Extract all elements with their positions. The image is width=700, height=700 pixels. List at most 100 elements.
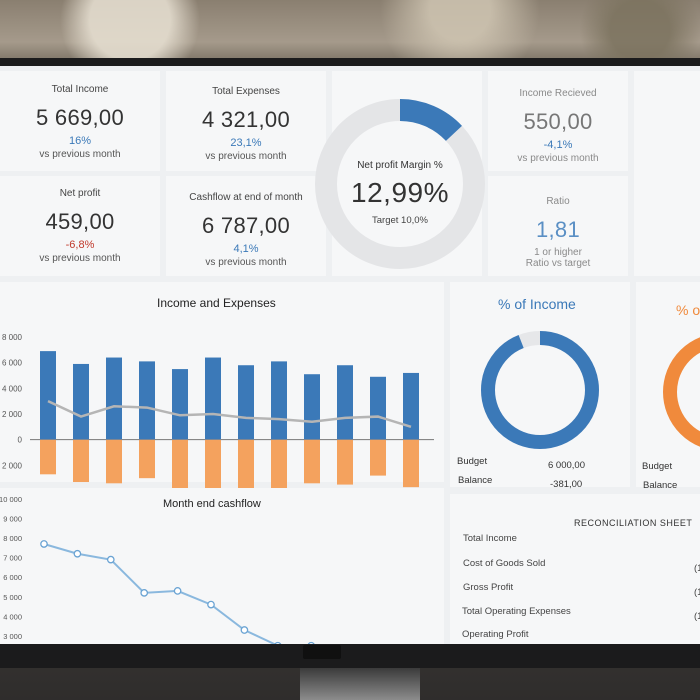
y-tick-label: 4 000	[3, 612, 22, 621]
percent-income-title: % of Income	[498, 296, 576, 312]
y-tick-label: 9 000	[3, 515, 22, 524]
y-tick-label: 8 000	[3, 534, 22, 543]
kpi-cashflow: Cashflow at end of month 6 787,00 4,1% v…	[166, 192, 326, 268]
kpi-change: 16%	[68, 135, 92, 147]
expense-bar	[40, 439, 56, 475]
gauge-target: Target 10,0%	[372, 215, 428, 226]
expense-bar	[271, 439, 287, 494]
cashflow-line	[43, 543, 277, 644]
kpi-total-income: Total Income 5 669,00 16% vs previous mo…	[0, 84, 160, 160]
balance-value: -381,00	[550, 479, 583, 490]
kpi-sub: Ratio vs target	[525, 258, 591, 269]
percent-income-donut	[481, 331, 599, 449]
recon-value: (1	[694, 563, 700, 574]
kpi-ratio: Ratio 1,81 1 or higher Ratio vs target	[488, 196, 628, 269]
reconciliation-title: RECONCILIATION SHEET	[574, 518, 693, 528]
kpi-value: 550,00	[523, 109, 593, 134]
reconciliation-card	[450, 494, 700, 644]
kpi-card-total-income	[0, 71, 160, 171]
cashflow-point	[73, 549, 82, 558]
kpi-sub: vs previous month	[205, 151, 287, 162]
y-tick-label: 2 000	[2, 410, 23, 419]
kpi-change: 23,1%	[230, 137, 262, 149]
expense-bar	[337, 439, 353, 485]
expense-bar	[370, 439, 386, 476]
monitor-stand	[300, 668, 420, 700]
gauge-value: 12,99%	[351, 177, 449, 208]
kpi-value: 5 669,00	[35, 105, 125, 130]
income-bar	[205, 357, 221, 440]
cashflow-point	[240, 626, 249, 634]
cashflow-point	[106, 555, 115, 564]
kpi-sub: vs previous month	[205, 257, 287, 268]
budget-label: Budget	[457, 456, 488, 467]
cashflow-card	[0, 488, 444, 644]
recon-value: (1	[694, 611, 700, 622]
recon-item: Gross Profit	[463, 582, 514, 593]
kpi-sub: vs previous month	[517, 153, 599, 164]
recon-value: (1	[694, 587, 700, 598]
donut-fill	[663, 337, 700, 447]
recon-item: Operating Profit	[462, 629, 529, 640]
kpi-label: Cashflow at end of month	[189, 192, 303, 203]
kpi-value: 459,00	[45, 209, 115, 234]
kpi-card-total-expenses	[166, 71, 326, 171]
recon-item: Total Income	[463, 533, 517, 544]
income-bar	[106, 357, 122, 440]
y-tick-label: 8 000	[2, 333, 23, 342]
income-bar	[40, 351, 56, 440]
kpi-sub: 1 or higher	[534, 247, 582, 258]
y-tick-label: 7 000	[3, 554, 22, 563]
monitor-frame: Total Income 5 669,00 16% vs previous mo…	[0, 58, 700, 668]
expense-bar	[205, 439, 221, 495]
y-tick-label: 3 000	[3, 632, 22, 641]
percent-other-title: % o	[676, 302, 700, 318]
kpi-label: Total Expenses	[212, 86, 280, 97]
kpi-card-cashflow	[166, 176, 326, 276]
income-bar	[172, 369, 188, 440]
kpi-value: 6 787,00	[201, 213, 291, 238]
kpi-value: 1,81	[535, 217, 581, 242]
kpi-change: -4,1%	[543, 139, 573, 151]
y-tick-label: - 2 000	[0, 461, 23, 470]
net-profit-gauge	[315, 99, 485, 269]
income-bar	[304, 374, 320, 440]
expense-bar	[238, 439, 254, 490]
cashflow-point	[274, 641, 282, 644]
expense-bar	[106, 439, 122, 484]
kpi-change: -6,8%	[65, 239, 95, 251]
income-expenses-title: Income and Expenses	[157, 296, 276, 310]
kpi-income-received: Income Recieved 550,00 -4,1% vs previous…	[488, 88, 628, 164]
kpi-label: Net profit	[59, 188, 101, 199]
kpi-total-expenses: Total Expenses 4 321,00 23,1% vs previou…	[166, 86, 326, 162]
y-tick-label: 6 000	[3, 573, 22, 582]
kpi-change: 4,1%	[233, 243, 259, 255]
cashflow-title: Month end cashflow	[163, 498, 261, 510]
percent-other-donut	[663, 337, 700, 447]
kpi-card-net-profit	[0, 176, 160, 276]
y-tick-label: 0	[18, 436, 23, 445]
budget-value: 6 000,00	[548, 460, 585, 471]
kpi-net-profit: Net profit 459,00 -6,8% vs previous mont…	[0, 188, 160, 264]
income-bar	[370, 376, 386, 440]
cashflow-point	[173, 587, 182, 595]
cashflow-point	[307, 641, 315, 644]
income-bar	[337, 365, 353, 440]
gauge-text: Net profit Margin % 12,99% Target 10,0%	[330, 160, 470, 226]
balance-label: Balance	[643, 480, 678, 491]
y-tick-label: 6 000	[2, 359, 23, 368]
kpi-sub: vs previous month	[39, 253, 121, 264]
kpi-label: Ratio	[546, 196, 570, 207]
income-bar	[139, 361, 155, 440]
gauge-label: Net profit Margin %	[357, 160, 443, 171]
kpi-label: Income Recieved	[519, 88, 597, 99]
cashflow-point	[40, 540, 48, 548]
income-bar	[403, 372, 419, 440]
income-bar	[73, 363, 89, 440]
cashflow-point	[207, 600, 215, 609]
recon-item: Cost of Goods Sold	[463, 558, 546, 569]
dashboard-screen: Total Income 5 669,00 16% vs previous mo…	[0, 66, 700, 644]
kpi-card-income-received	[488, 71, 628, 171]
y-tick-label: 4 000	[2, 384, 23, 393]
